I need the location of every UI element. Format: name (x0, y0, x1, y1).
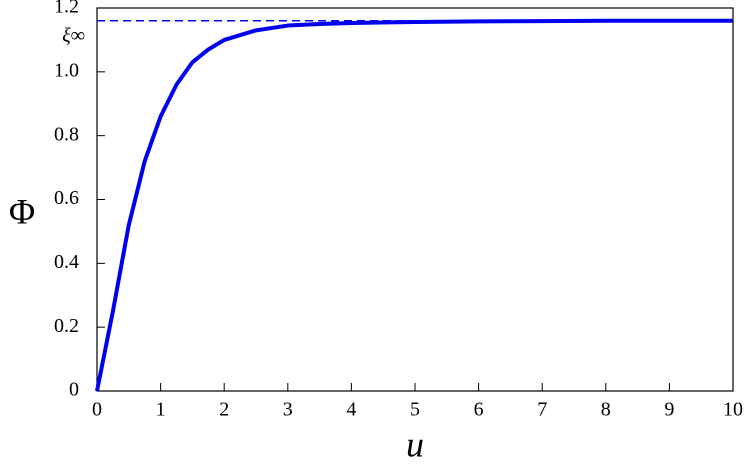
x-tick-label: 1 (156, 399, 166, 421)
x-tick-label: 2 (219, 399, 229, 421)
x-tick-label: 8 (601, 399, 611, 421)
x-tick-label: 7 (537, 399, 547, 421)
reference-label: ξ∞ (62, 24, 85, 46)
x-tick-label: 4 (346, 399, 356, 421)
y-tick-label: 0 (69, 379, 79, 401)
y-axis-title: Φ (9, 191, 35, 231)
y-tick-label: 1.0 (54, 59, 79, 81)
x-tick-label: 5 (410, 399, 420, 421)
y-tick-label: 0.8 (54, 123, 79, 145)
x-axis-title: u (406, 424, 424, 464)
plot-frame (96, 7, 734, 392)
y-tick-label: 1.2 (54, 0, 79, 18)
y-tick-label: 0.4 (54, 251, 79, 273)
y-tick-label: 0.2 (54, 315, 79, 337)
x-tick-label: 6 (474, 399, 484, 421)
x-tick-label: 9 (664, 399, 674, 421)
x-tick-label: 10 (723, 399, 743, 421)
y-tick-label: 0.6 (54, 187, 79, 209)
x-tick-label: 0 (92, 399, 102, 421)
data-line (95, 18, 733, 392)
x-tick-label: 3 (283, 399, 293, 421)
